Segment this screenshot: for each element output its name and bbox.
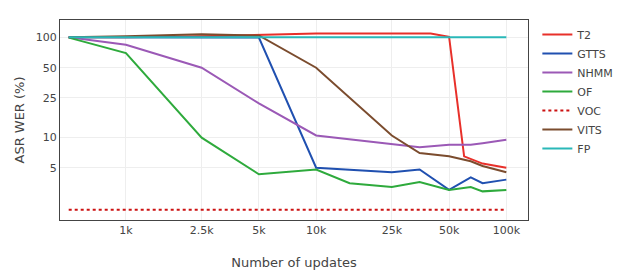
svg-text:VITS: VITS [577, 124, 601, 137]
svg-text:25k: 25k [382, 224, 403, 237]
svg-text:FP: FP [577, 143, 590, 156]
svg-text:100k: 100k [493, 224, 521, 237]
svg-text:GTTS: GTTS [577, 48, 605, 61]
svg-text:50: 50 [43, 62, 57, 75]
svg-text:100: 100 [36, 31, 57, 44]
svg-text:VOC: VOC [577, 105, 601, 118]
svg-text:ASR WER (%): ASR WER (%) [12, 76, 27, 163]
svg-text:10k: 10k [306, 224, 327, 237]
svg-text:10: 10 [43, 131, 57, 144]
svg-text:2.5k: 2.5k [190, 224, 214, 237]
svg-text:5: 5 [50, 162, 57, 175]
svg-text:T2: T2 [576, 29, 591, 42]
svg-text:5k: 5k [252, 224, 266, 237]
svg-text:25: 25 [43, 92, 57, 105]
svg-text:1k: 1k [119, 224, 133, 237]
svg-text:OF: OF [577, 86, 592, 99]
svg-text:Number of updates: Number of updates [231, 255, 357, 270]
svg-text:50k: 50k [439, 224, 460, 237]
svg-text:NHMM: NHMM [577, 67, 612, 80]
